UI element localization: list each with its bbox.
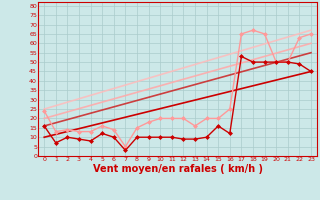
X-axis label: Vent moyen/en rafales ( km/h ): Vent moyen/en rafales ( km/h ) <box>92 164 263 174</box>
